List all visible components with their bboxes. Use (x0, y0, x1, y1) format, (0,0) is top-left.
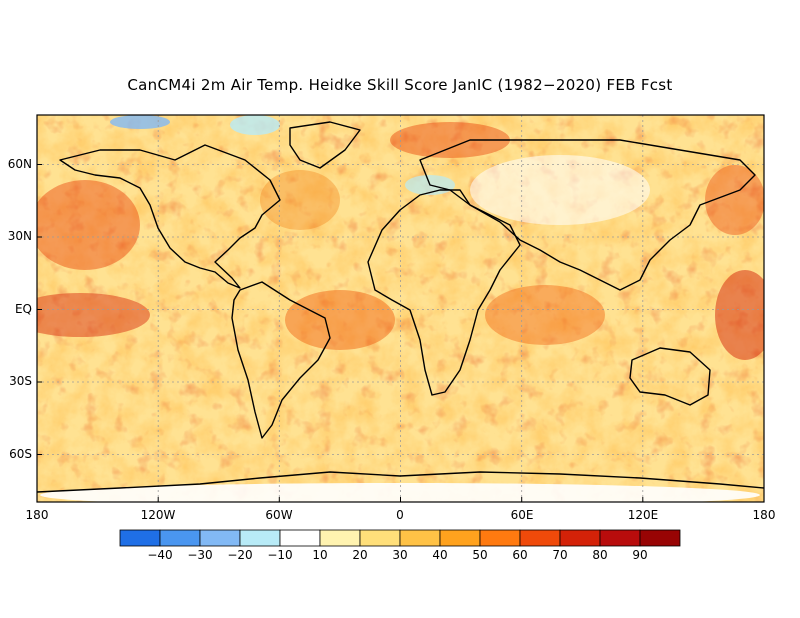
map-title: CanCM4i 2m Air Temp. Heidke Skill Score … (127, 76, 673, 94)
colorbar-swatch-10 (519, 529, 561, 547)
asia-coast (419, 139, 756, 291)
colorbar-swatch-12 (599, 529, 641, 547)
colorbar-label-m40: −40 (147, 548, 173, 562)
lon-label-180w: 180 (25, 508, 49, 522)
lat-label-60s: 60S (9, 447, 32, 461)
lat-label-60n: 60N (7, 157, 32, 171)
colorbar-swatch-4 (279, 529, 321, 547)
colorbar-swatch-2 (199, 529, 241, 547)
europe-africa-coast (367, 189, 521, 396)
lat-label-eq: EQ (14, 302, 32, 316)
colorbar-label-m10: −10 (267, 548, 293, 562)
lon-label-60w: 60W (265, 508, 293, 522)
lon-label-120e: 120E (627, 508, 659, 522)
colorbar-swatch-5 (319, 529, 361, 547)
colorbar-swatch-7 (399, 529, 441, 547)
lat-label-30s: 30S (9, 374, 32, 388)
colorbar-label-50: 50 (472, 548, 488, 562)
colorbar-label-30: 30 (392, 548, 408, 562)
colorbar-swatch-1 (159, 529, 201, 547)
lat-label-30n: 30N (7, 229, 32, 243)
colorbar-swatch-8 (439, 529, 481, 547)
lon-label-180e: 180 (752, 508, 776, 522)
colorbar-swatch-9 (479, 529, 521, 547)
coastlines (36, 121, 765, 493)
colorbar-label-10: 10 (312, 548, 328, 562)
australia-coast (629, 347, 711, 406)
graticule (37, 115, 764, 502)
colorbar-label-m30: −30 (187, 548, 213, 562)
lon-label-0: 0 (396, 508, 404, 522)
north-america-coast (59, 144, 281, 289)
shaded-field (37, 115, 764, 502)
colorbar-swatch-3 (239, 529, 281, 547)
colorbar-label-90: 90 (632, 548, 648, 562)
south-america-coast (231, 281, 331, 439)
greenland-coast (289, 121, 361, 169)
colorbar-label-80: 80 (592, 548, 608, 562)
colorbar-label-m20: −20 (227, 548, 253, 562)
lon-label-60e: 60E (510, 508, 534, 522)
antarctica-coast (36, 471, 765, 493)
colorbar-swatch-11 (559, 529, 601, 547)
colorbar-swatch-13 (639, 529, 681, 547)
colorbar-label-70: 70 (552, 548, 568, 562)
colorbar (119, 529, 681, 547)
colorbar-label-60: 60 (512, 548, 528, 562)
colorbar-label-40: 40 (432, 548, 448, 562)
colorbar-swatch-6 (359, 529, 401, 547)
ticks (37, 164, 644, 502)
colorbar-label-20: 20 (352, 548, 368, 562)
lon-label-120w: 120W (140, 508, 176, 522)
colorbar-swatch-0 (119, 529, 161, 547)
